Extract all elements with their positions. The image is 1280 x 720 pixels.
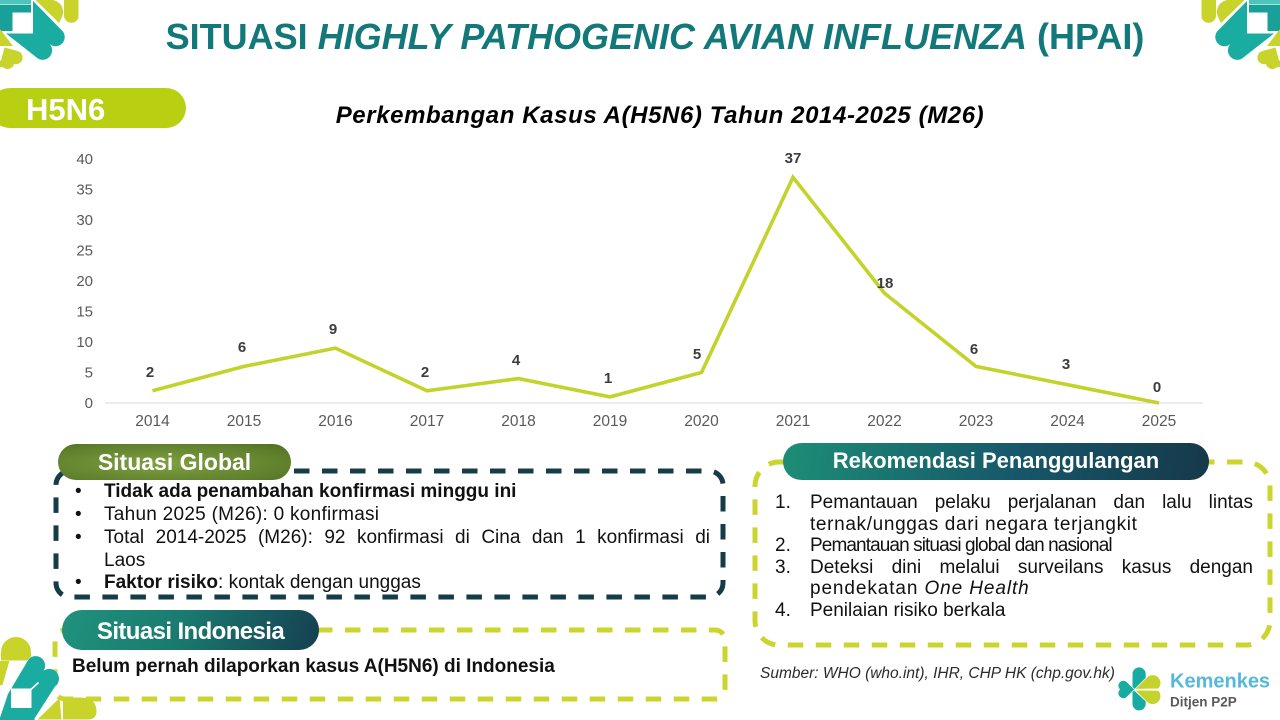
svg-text:2018: 2018 [501,413,535,430]
svg-text:2: 2 [146,364,154,381]
svg-text:2: 2 [421,364,429,381]
svg-text:30: 30 [76,212,93,229]
svg-text:10: 10 [76,334,93,351]
svg-text:Ditjen P2P: Ditjen P2P [1170,695,1237,710]
svg-text:2021: 2021 [776,413,810,430]
svg-text:5: 5 [693,346,701,363]
svg-text:2016: 2016 [318,413,352,430]
svg-text:2022: 2022 [867,413,901,430]
svg-text:2017: 2017 [410,413,444,430]
svg-text:6: 6 [238,339,246,356]
svg-text:40: 40 [76,151,93,168]
svg-text:Kemenkes: Kemenkes [1170,671,1270,693]
svg-text:15: 15 [76,304,93,321]
svg-text:2015: 2015 [227,413,261,430]
svg-text:2020: 2020 [684,413,719,430]
svg-text:6: 6 [970,341,978,358]
svg-text:0: 0 [85,395,93,412]
svg-text:2025: 2025 [1142,413,1176,430]
svg-text:35: 35 [76,182,93,199]
svg-text:4: 4 [512,352,521,369]
svg-text:1: 1 [604,370,612,387]
svg-text:2019: 2019 [593,413,627,430]
svg-text:20: 20 [76,273,93,290]
svg-text:3: 3 [1062,356,1070,373]
svg-text:0: 0 [1153,379,1161,396]
svg-text:37: 37 [785,150,802,167]
svg-text:5: 5 [85,365,93,382]
svg-text:18: 18 [877,275,894,292]
svg-text:2023: 2023 [959,413,993,430]
svg-text:25: 25 [76,243,93,260]
svg-text:2014: 2014 [135,413,170,430]
svg-text:9: 9 [329,321,337,338]
svg-text:2024: 2024 [1050,413,1085,430]
